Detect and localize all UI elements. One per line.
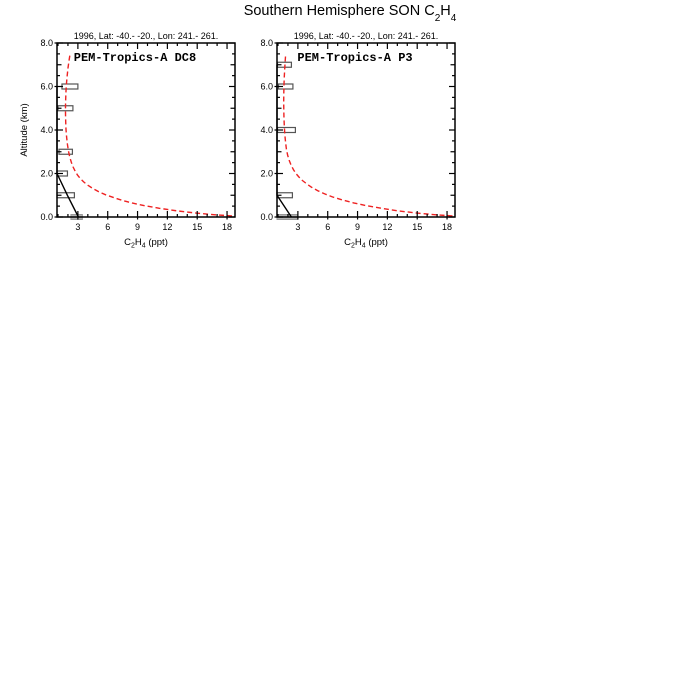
x-axis-label-text: C bbox=[344, 237, 351, 248]
x-axis-label-subscript: 2 bbox=[351, 243, 355, 250]
x-tick-label: 9 bbox=[135, 222, 140, 232]
chart-main-title: Southern Hemisphere SON C2H4 bbox=[0, 3, 700, 23]
right-panel: 3 6 9 12 15 18 0.0 2.0 4.0 6.0 8.0 1996, Lat: -40.-… bbox=[260, 31, 456, 250]
title-text: H bbox=[440, 3, 451, 19]
y-tick-label: 4.0 bbox=[260, 125, 273, 135]
x-tick-label: 6 bbox=[105, 222, 110, 232]
y-tick-label: 2.0 bbox=[260, 169, 273, 179]
x-tick-label: 18 bbox=[442, 222, 452, 232]
title-text: Southern Hemisphere SON C bbox=[243, 3, 435, 19]
x-tick-label: 15 bbox=[192, 222, 202, 232]
x-tick-label: 15 bbox=[412, 222, 422, 232]
y-tick-label: 0.0 bbox=[260, 212, 273, 222]
x-axis-label-text: (ppt) bbox=[366, 237, 388, 248]
y-tick-label: 8.0 bbox=[40, 38, 53, 48]
x-axis-label: C2H4 (ppt) bbox=[124, 237, 168, 250]
x-tick-label: 3 bbox=[75, 222, 80, 232]
y-axis-label: Altitude (km) bbox=[19, 103, 30, 156]
x-tick-label: 12 bbox=[162, 222, 172, 232]
x-tick-label: 6 bbox=[325, 222, 330, 232]
plot-frame bbox=[56, 42, 236, 218]
y-tick-label: 6.0 bbox=[260, 82, 273, 92]
x-tick-label: 12 bbox=[382, 222, 392, 232]
panel-subtitle: 1996, Lat: -40.- -20., Lon: 241.- 261. bbox=[294, 31, 439, 41]
x-tick-label: 18 bbox=[222, 222, 232, 232]
x-axis-label-subscript: 4 bbox=[142, 243, 146, 250]
panel-label: PEM-Tropics-A DC8 bbox=[74, 51, 196, 65]
left-panel: 3 6 9 12 15 18 0.0 2.0 4.0 6.0 8.0 1996, Lat: -40.-… bbox=[19, 31, 236, 250]
y-tick-label: 0.0 bbox=[40, 212, 53, 222]
panel-subtitle: 1996, Lat: -40.- -20., Lon: 241.- 261. bbox=[74, 31, 219, 41]
y-tick-label: 2.0 bbox=[40, 169, 53, 179]
title-subscript-4: 4 bbox=[450, 12, 457, 24]
x-axis-label: C2H4 (ppt) bbox=[344, 237, 388, 250]
x-tick-label: 9 bbox=[355, 222, 360, 232]
panel-label: PEM-Tropics-A P3 bbox=[297, 51, 412, 65]
x-axis-label-text: H bbox=[135, 237, 142, 248]
y-tick-label: 8.0 bbox=[260, 38, 273, 48]
x-tick-label: 3 bbox=[295, 222, 300, 232]
model-curve bbox=[64, 54, 233, 217]
x-axis-label-text: (ppt) bbox=[146, 237, 168, 248]
y-tick-label: 4.0 bbox=[40, 125, 53, 135]
x-axis-label-subscript: 2 bbox=[131, 243, 135, 250]
title-subscript-2: 2 bbox=[434, 12, 441, 24]
x-axis-label-text: H bbox=[355, 237, 362, 248]
model-curve bbox=[283, 54, 453, 217]
y-tick-label: 6.0 bbox=[40, 82, 53, 92]
x-axis-label-subscript: 4 bbox=[362, 243, 366, 250]
plot-frame bbox=[276, 42, 456, 218]
obs-box bbox=[61, 83, 79, 90]
x-axis-label-text: C bbox=[124, 237, 131, 248]
